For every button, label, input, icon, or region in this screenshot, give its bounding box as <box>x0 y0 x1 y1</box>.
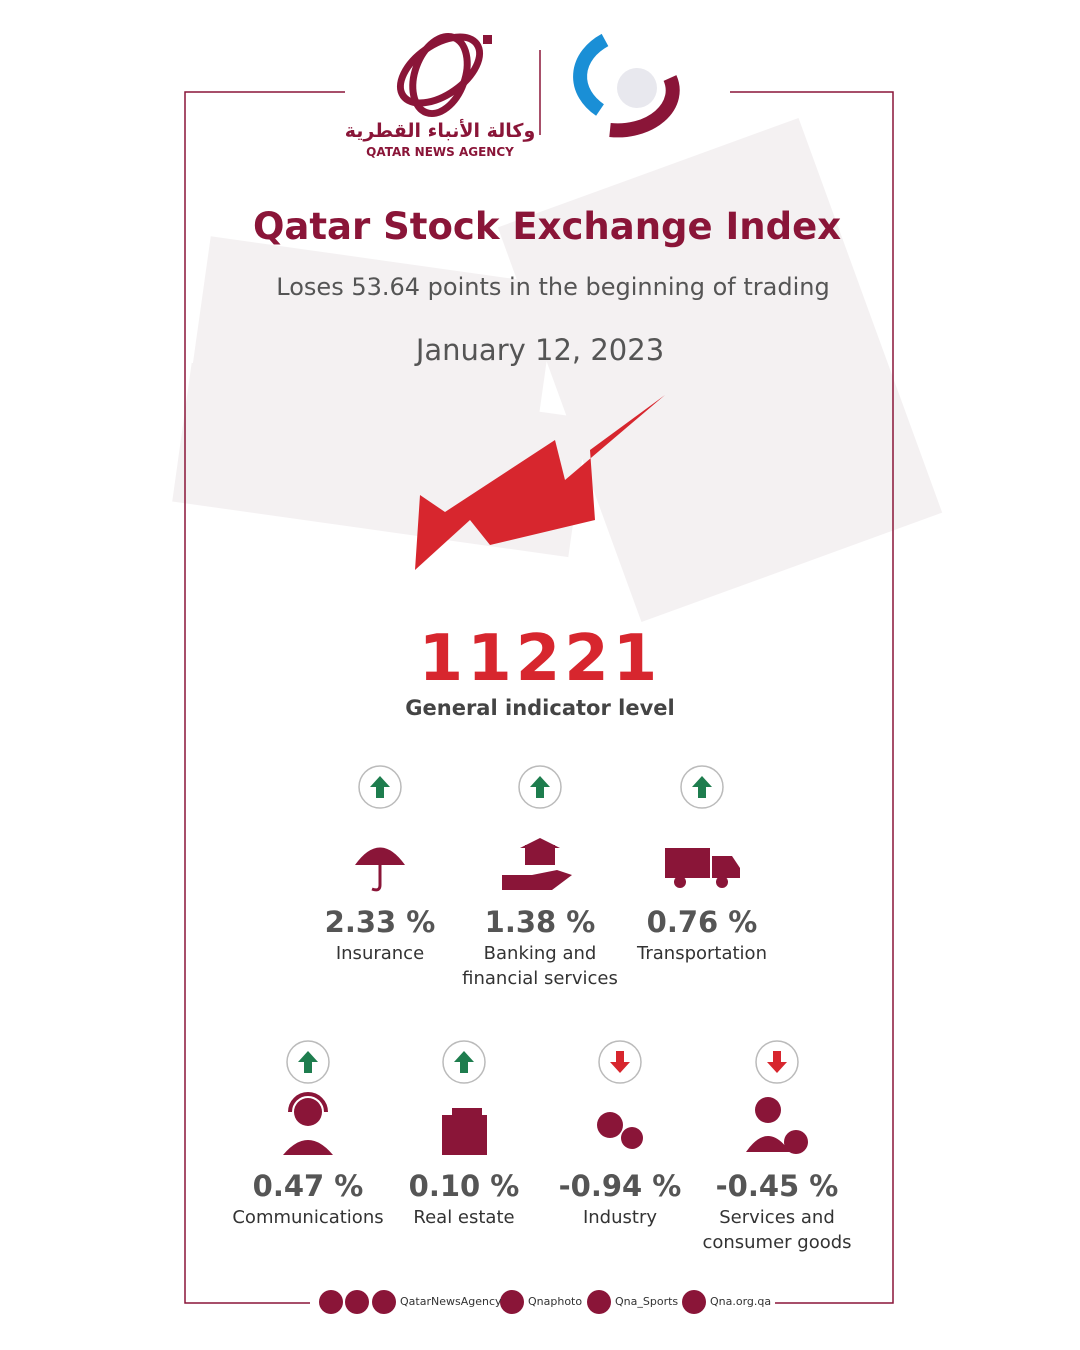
handle: QatarNewsAgency <box>400 1295 502 1308</box>
sector-change: 0.76 % <box>646 905 758 939</box>
handle: Qna_Sports <box>615 1295 679 1308</box>
direction-arrow <box>755 1040 799 1084</box>
sector-name: Real estate <box>413 1207 515 1228</box>
direction-arrow <box>286 1040 330 1084</box>
date: January 12, 2023 <box>415 333 665 367</box>
sector-name: Industry <box>582 1207 658 1228</box>
handle: Qna.org.qa <box>710 1295 772 1308</box>
sector-change: 2.33 % <box>324 905 436 939</box>
sector-change: -0.94 % <box>558 1169 682 1203</box>
sector-change: 1.38 % <box>484 905 596 939</box>
subtitle: Loses 53.64 points in the beginning of t… <box>276 273 830 301</box>
sector-change: 0.10 % <box>408 1169 520 1203</box>
direction-arrow <box>358 765 402 809</box>
logo-arabic: وكالة الأنباء القطرية <box>344 120 536 142</box>
sector-name: Communications <box>232 1207 384 1228</box>
handle: Qnaphoto <box>528 1295 583 1308</box>
title: Qatar Stock Exchange Index <box>252 205 842 248</box>
logo-english: QATAR NEWS AGENCY <box>366 145 514 159</box>
sector-name: Banking and financial services <box>462 943 618 989</box>
sector-change: 0.47 % <box>252 1169 364 1203</box>
direction-arrow <box>442 1040 486 1084</box>
direction-arrow <box>598 1040 642 1084</box>
sector-change: -0.45 % <box>715 1169 839 1203</box>
index-label: General indicator level <box>405 696 675 720</box>
direction-arrow <box>518 765 562 809</box>
direction-arrow <box>680 765 724 809</box>
sector-name: Services and consumer goods <box>702 1207 852 1253</box>
index-value: 11221 <box>418 622 662 696</box>
sector-name: Insurance <box>335 943 425 964</box>
sector-name: Transportation <box>637 943 767 964</box>
